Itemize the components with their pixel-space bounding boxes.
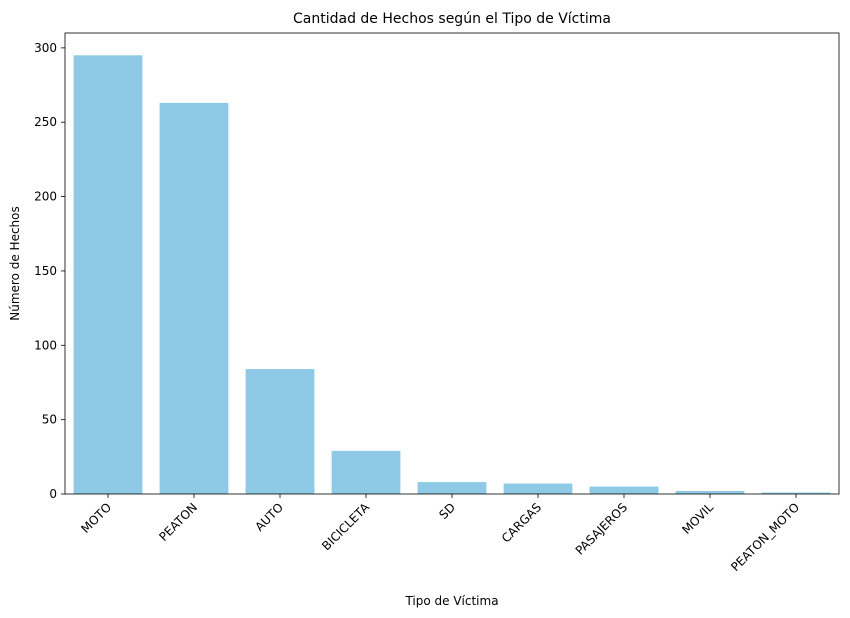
bar-moto <box>73 55 143 494</box>
bar-cargas <box>503 483 573 494</box>
x-axis: MOTO PEATON AUTO BICICLETA SD CARGAS PASAJEROS… <box>78 494 802 574</box>
bar-auto <box>245 369 315 494</box>
y-axis: 0 50 100 150 200 250 300 <box>34 41 65 501</box>
x-tick-label: MOTO <box>78 500 114 536</box>
x-axis-label: Tipo de Víctima <box>404 594 498 608</box>
bar-bicicleta <box>331 450 401 494</box>
y-tick-label: 0 <box>49 487 57 501</box>
x-tick-label: PEATON <box>156 500 200 544</box>
y-tick-label: 150 <box>34 264 57 278</box>
bar-pasajeros <box>589 486 659 494</box>
x-tick-label: CARGAS <box>499 500 544 545</box>
y-tick-label: 100 <box>34 338 57 352</box>
y-axis-label: Número de Hechos <box>8 206 22 321</box>
x-tick-label: MOVIL <box>679 500 716 537</box>
chart-title: Cantidad de Hechos según el Tipo de Víct… <box>293 11 611 27</box>
bar-sd <box>417 482 487 494</box>
y-tick-label: 200 <box>34 190 57 204</box>
x-tick-label: PASAJEROS <box>573 500 630 557</box>
y-tick-label: 50 <box>42 413 57 427</box>
x-tick-label: BICICLETA <box>319 500 373 554</box>
x-tick-label: SD <box>436 500 458 522</box>
bar-peaton <box>159 102 229 494</box>
y-tick-label: 300 <box>34 41 57 55</box>
x-tick-label: PEATON_MOTO <box>728 500 802 574</box>
bar-movil <box>675 491 745 494</box>
bars-group <box>73 55 831 494</box>
y-tick-label: 250 <box>34 115 57 129</box>
bar-peaton-moto <box>761 492 831 494</box>
x-tick-label: AUTO <box>252 500 286 534</box>
